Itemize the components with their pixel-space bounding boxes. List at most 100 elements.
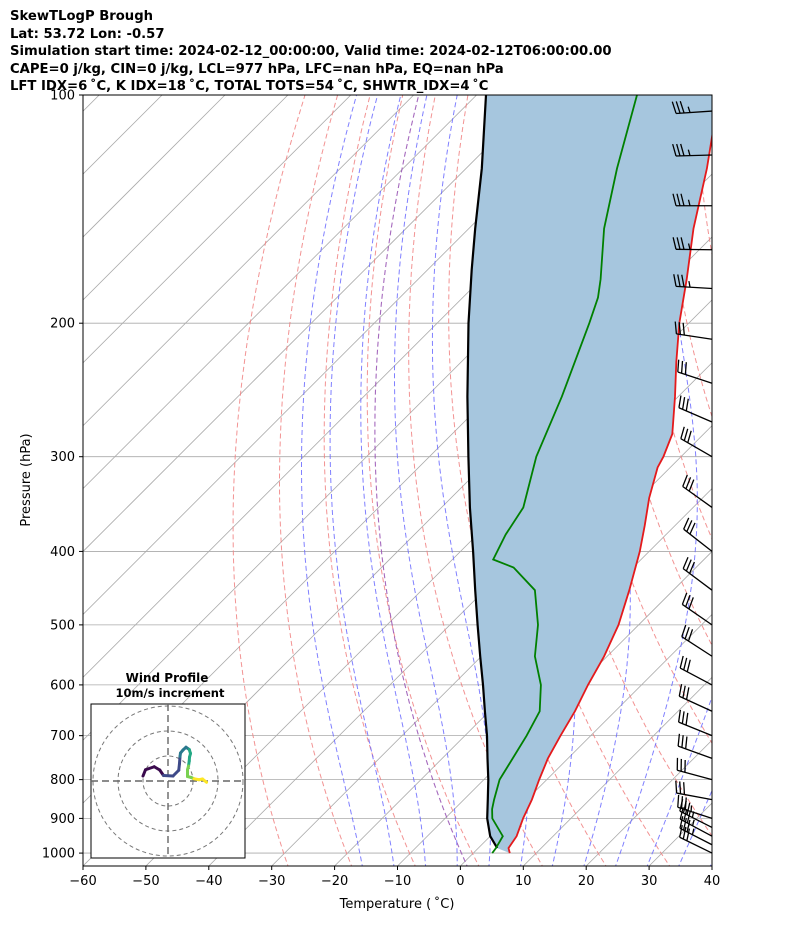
stability-indices-line: LFT IDX=6 ˚C, K IDX=18 ˚C, TOTAL TOTS=54… xyxy=(10,79,489,94)
dry-adiabat xyxy=(695,95,712,257)
location-line: Lat: 53.72 Lon: -0.57 xyxy=(10,26,165,42)
y-tick-label: 100 xyxy=(50,89,75,104)
y-tick-label: 300 xyxy=(50,450,75,465)
x-tick-label: 20 xyxy=(578,874,595,889)
y-tick-label: 900 xyxy=(50,812,75,827)
wind-barb xyxy=(675,780,713,801)
wind-barb xyxy=(678,683,713,712)
wind-barb xyxy=(681,624,713,657)
dry-adiabat xyxy=(323,95,416,866)
x-tick-label: 40 xyxy=(704,874,721,889)
profiles xyxy=(466,95,712,854)
convective-params-line: CAPE=0 j/kg, CIN=0 j/kg, LCL=977 hPa, LF… xyxy=(10,61,504,77)
dry-adiabat xyxy=(662,95,712,419)
wind-barb xyxy=(683,517,713,552)
x-tick-label: 0 xyxy=(456,874,464,889)
hodograph-segment xyxy=(144,765,156,772)
wind-barb xyxy=(682,474,713,508)
moist-adiabat xyxy=(646,695,712,866)
hodograph-subtitle: 10m/s increment xyxy=(116,686,225,700)
isotherm xyxy=(711,865,712,866)
x-axis-label: Temperature ( ˚C) xyxy=(339,896,455,912)
isotherm xyxy=(83,95,414,427)
y-tick-label: 700 xyxy=(50,729,75,744)
x-tick-label: −50 xyxy=(132,874,159,889)
wind-barbs xyxy=(671,100,713,854)
moist-adiabat xyxy=(329,95,395,866)
time-line: Simulation start time: 2024-02-12_00:00:… xyxy=(10,44,612,59)
wind-barb xyxy=(673,274,713,290)
hodograph-trace xyxy=(141,745,208,784)
dry-adiabat xyxy=(761,95,794,869)
axes: −60 −50 −40 −30 −20 −10 0 10 20 30 40 100 200 300 400 5… xyxy=(42,89,720,890)
moist-adiabat xyxy=(431,95,492,866)
hodograph-grid xyxy=(91,704,245,858)
wind-barb xyxy=(682,556,713,591)
cape-cin-shading xyxy=(467,95,712,854)
dry-adiabat xyxy=(448,95,607,866)
x-tick-label: −60 xyxy=(69,874,96,889)
y-tick-label: 400 xyxy=(50,545,75,560)
wind-barb xyxy=(676,757,713,781)
isotherm xyxy=(83,95,226,238)
dry-adiabat xyxy=(232,95,306,866)
moist-adiabat xyxy=(615,95,698,866)
dry-adiabat xyxy=(366,95,480,866)
x-tick-label: −30 xyxy=(258,874,285,889)
hodograph-inset: Wind Profile 10m/s increment xyxy=(90,671,246,859)
y-tick-label: 500 xyxy=(50,618,75,633)
dry-adiabat xyxy=(279,95,353,866)
temperature-profile-line xyxy=(507,131,712,854)
wind-barb xyxy=(674,321,713,340)
chart-title: SkewTLogP Brough xyxy=(10,9,154,24)
dry-adiabat xyxy=(408,95,543,866)
wind-barb xyxy=(677,359,713,384)
moist-adiabat xyxy=(360,95,427,866)
isotherm xyxy=(83,95,289,301)
wind-barb xyxy=(681,592,713,626)
wind-barb xyxy=(678,395,713,423)
moist-adiabat xyxy=(709,861,712,866)
x-tick-label: 10 xyxy=(515,874,532,889)
isotherm xyxy=(83,95,477,490)
wind-barb xyxy=(679,816,713,846)
isotherm xyxy=(83,95,603,615)
dewpoint-profile-line xyxy=(491,95,638,854)
isotherm xyxy=(83,95,352,364)
cin-area xyxy=(467,95,712,854)
y-axis-label: Pressure (hPa) xyxy=(19,433,34,526)
x-tick-label: −10 xyxy=(384,874,411,889)
wind-barb xyxy=(677,733,713,759)
chart-header: SkewTLogP Brough Lat: 53.72 Lon: -0.57 S… xyxy=(10,8,612,96)
isotherm xyxy=(271,425,712,866)
hodograph-title: Wind Profile xyxy=(126,671,209,685)
x-tick-label: −20 xyxy=(321,874,348,889)
isotherm xyxy=(83,95,540,553)
y-tick-label: 200 xyxy=(50,317,75,332)
wind-barb xyxy=(679,825,713,854)
hodograph-segment xyxy=(201,777,208,784)
wind-barb xyxy=(679,655,713,686)
y-tick-label: 600 xyxy=(50,678,75,693)
moist-adiabat xyxy=(394,95,458,866)
y-tick-label: 1000 xyxy=(42,847,75,862)
reference-adiabat xyxy=(374,95,468,866)
isotherm xyxy=(83,95,100,112)
wind-barb xyxy=(672,237,713,251)
wind-barb xyxy=(672,193,712,207)
x-tick-label: −40 xyxy=(195,874,222,889)
wind-barb xyxy=(671,100,713,115)
isotherm xyxy=(334,488,712,866)
parcel-profile-line xyxy=(466,95,499,849)
hodograph-segment xyxy=(162,774,175,778)
wind-barb xyxy=(677,794,713,820)
wind-barb xyxy=(680,426,713,458)
y-tick-label: 800 xyxy=(50,773,75,788)
wind-barb xyxy=(672,143,713,157)
moist-adiabat xyxy=(301,95,363,866)
dry-adiabat xyxy=(729,95,794,869)
x-tick-label: 30 xyxy=(641,874,658,889)
isotherm xyxy=(460,613,712,866)
wind-barb xyxy=(677,709,713,737)
